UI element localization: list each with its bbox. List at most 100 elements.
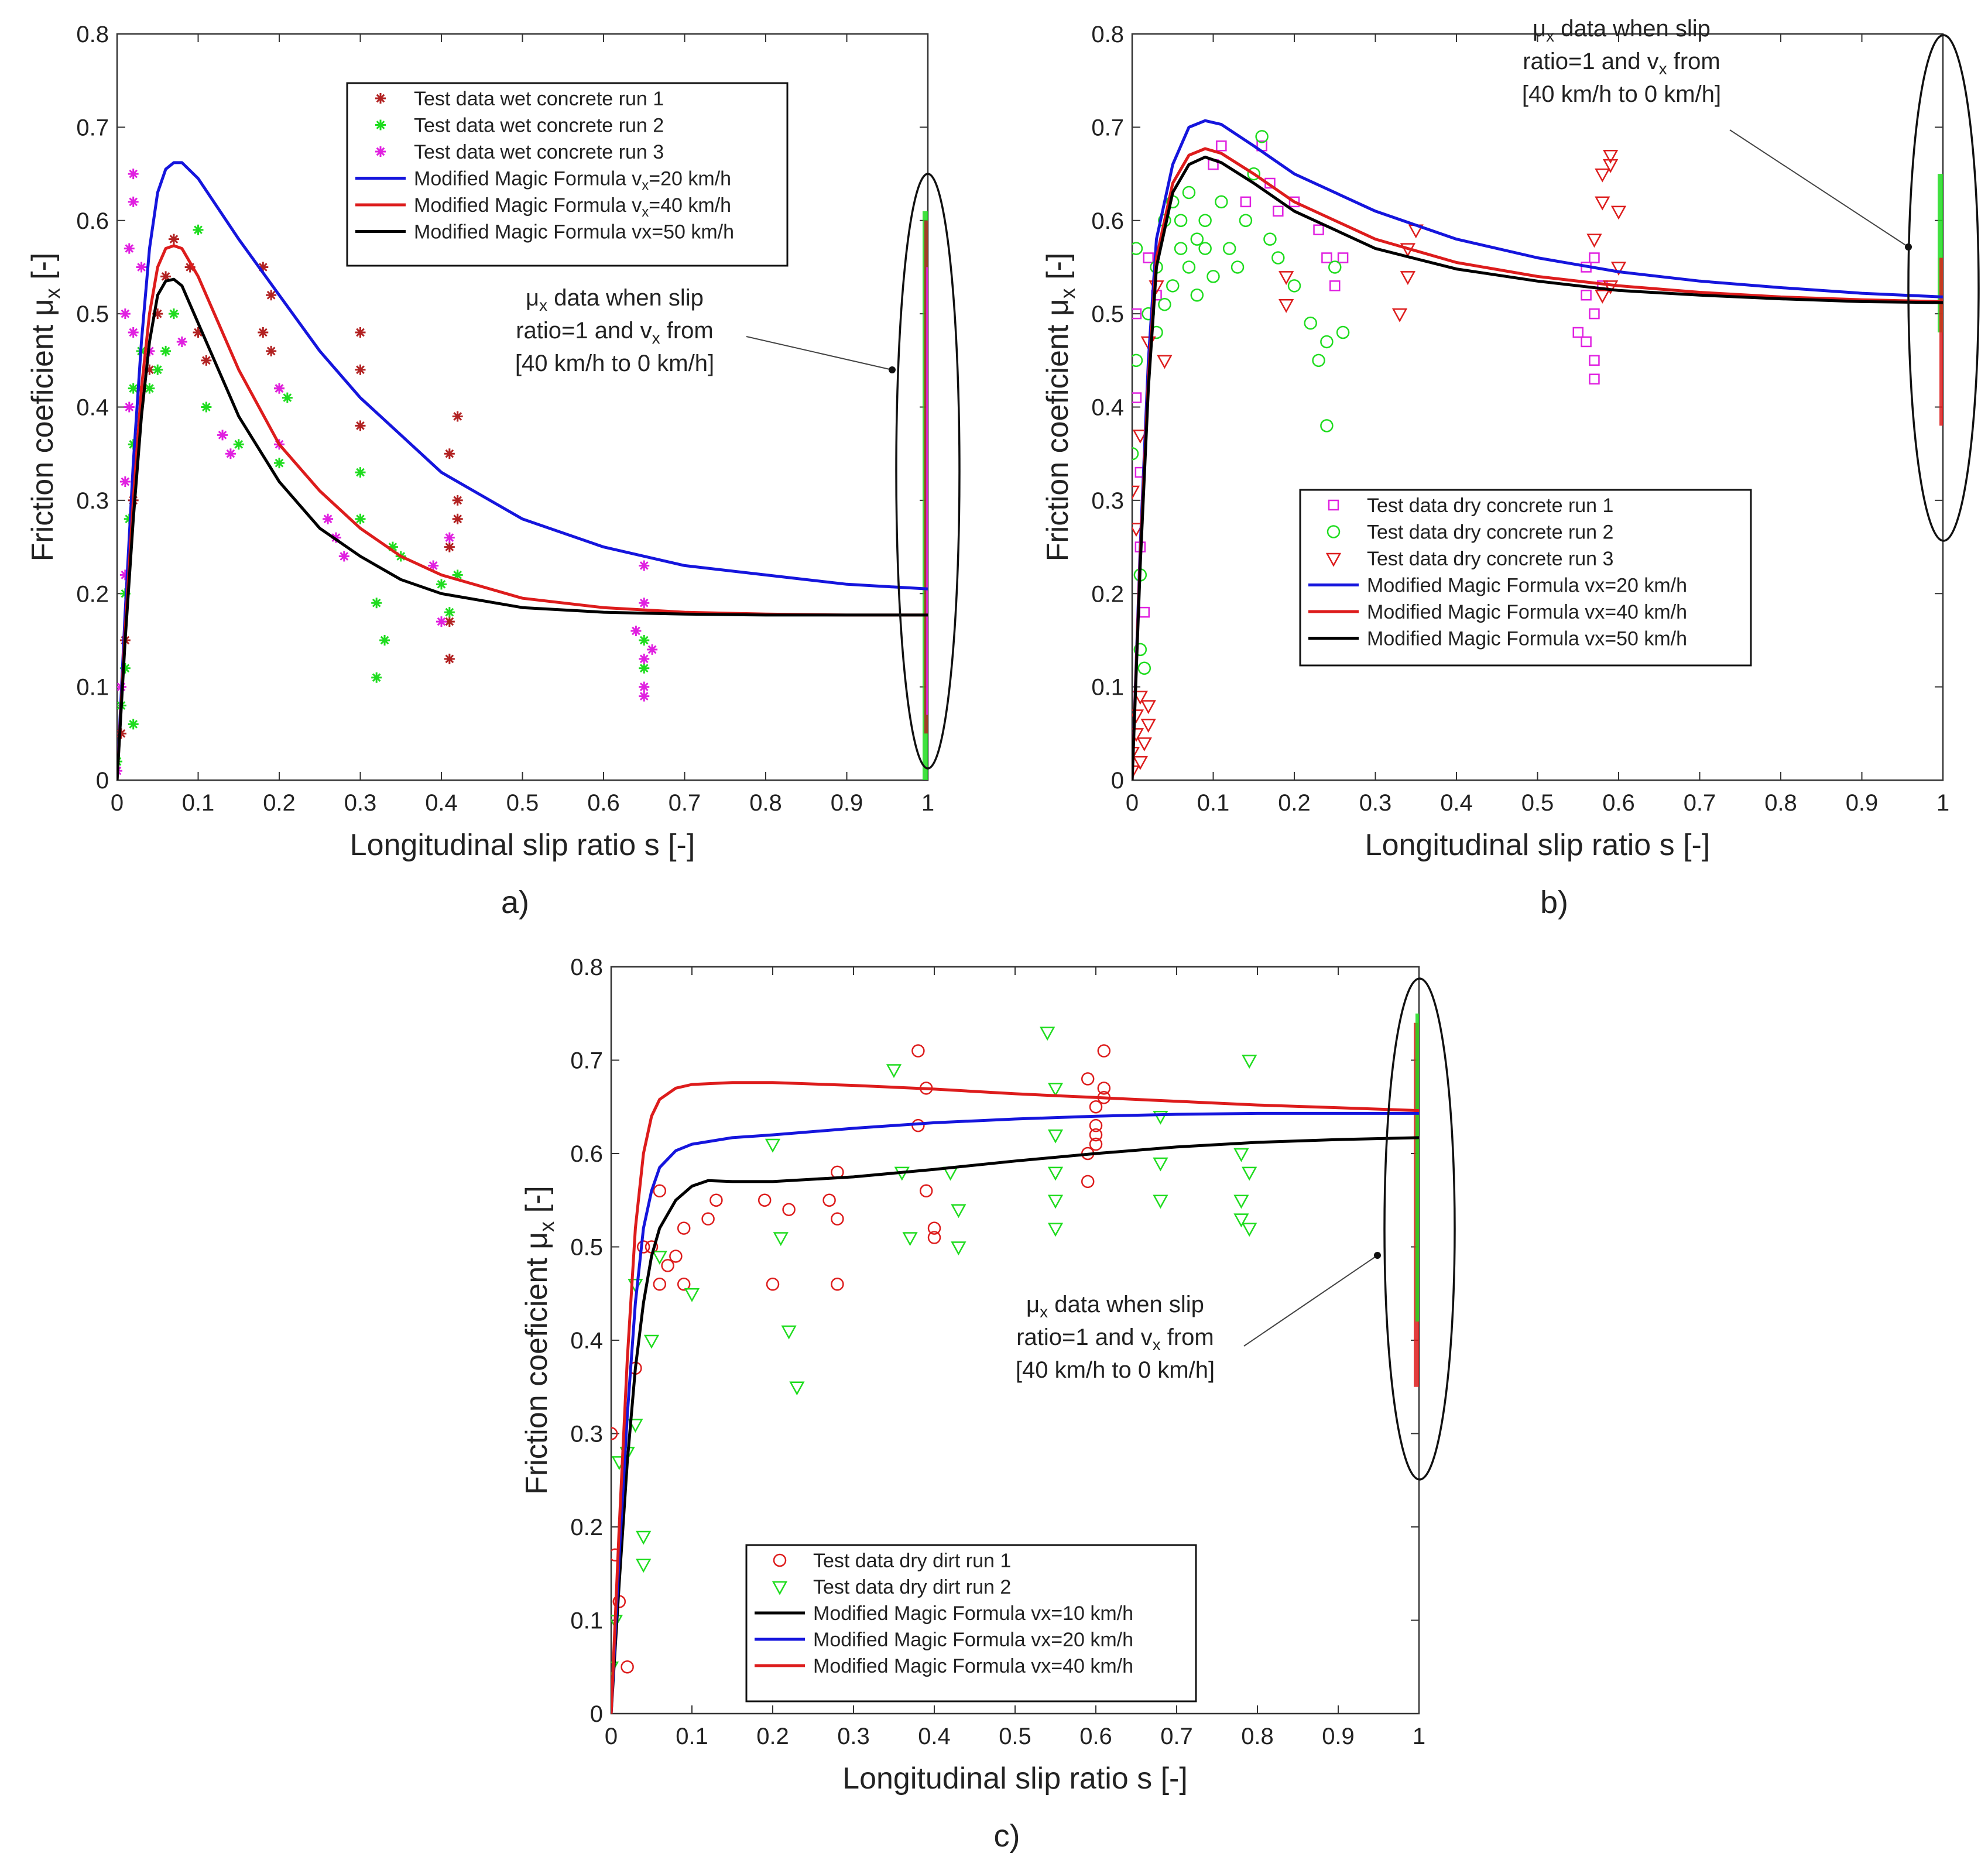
data-point: [1595, 290, 1610, 304]
data-point: [258, 262, 269, 273]
y-axis-label-main: Friction coeficient μ: [26, 298, 60, 561]
data-point: [628, 1419, 643, 1433]
data-point: [1279, 271, 1294, 285]
x-tick-label: 0: [605, 1724, 618, 1749]
data-point: [119, 569, 131, 581]
y-axis-label-suffix: [-]: [1041, 253, 1075, 289]
data-point: [1279, 298, 1294, 313]
plot-content: [611, 1013, 1419, 1714]
data-point: [128, 327, 139, 338]
legend-swatch-marker: [375, 93, 386, 104]
annotation-ellipse: [1907, 34, 1980, 542]
x-tick-label: 0.3: [837, 1724, 870, 1749]
data-point: [355, 364, 366, 375]
legend-entry-text: Test data dry concrete run 2: [1367, 521, 1613, 544]
annotation-pointer: [1243, 1255, 1378, 1347]
legend-entry: Modified Magic Formula vx=20 km/h: [1367, 575, 1687, 597]
data-point: [639, 681, 650, 692]
legend-entry: Test data dry dirt run 2: [813, 1576, 1011, 1598]
data-point: [444, 448, 455, 459]
y-tick-label: 0.8: [570, 955, 603, 980]
data-point: [1263, 232, 1277, 246]
y-axis-label-subscript: x: [1055, 288, 1079, 298]
legend-entry: Modified Magic Formula vx=50 km/h: [414, 221, 734, 243]
x-tick-label: 0.3: [1359, 790, 1392, 816]
legend-entry-text: Test data wet concrete run 2: [414, 115, 664, 137]
data-point: [1190, 289, 1204, 302]
data-point: [452, 495, 463, 506]
data-point: [1132, 242, 1143, 255]
y-tick-label: 0.2: [76, 581, 109, 607]
data-point: [677, 1278, 691, 1291]
y-tick-label: 0.1: [1091, 675, 1124, 701]
data-point: [709, 1193, 723, 1207]
legend-box: [346, 82, 789, 267]
data-point: [1182, 186, 1196, 200]
data-point: [1097, 1082, 1111, 1095]
data-point: [1132, 746, 1140, 761]
data-point: [758, 1193, 772, 1207]
legend-entry-text: Test data dry dirt run 2: [813, 1576, 1011, 1598]
x-axis-label: Longitudinal slip ratio s [-]: [350, 828, 695, 862]
data-point: [639, 653, 650, 664]
annotation-pointer: [1729, 129, 1909, 248]
data-point: [1595, 168, 1610, 183]
y-tick-label: 0.3: [76, 488, 109, 514]
y-tick-label: 0.7: [570, 1048, 603, 1074]
data-point: [1132, 756, 1148, 770]
legend: Test data wet concrete run 1 Test data we…: [346, 82, 789, 267]
y-tick-label: 0.5: [570, 1235, 603, 1261]
legend-swatch-marker: [1328, 499, 1339, 511]
data-point: [1132, 353, 1143, 368]
data-point: [452, 569, 463, 581]
legend-entry-text: Modified Magic Formula v: [414, 168, 642, 190]
data-point: [831, 1212, 844, 1226]
series-line: [117, 277, 928, 780]
data-point: [1336, 325, 1350, 339]
x-tick-label: 0.5: [999, 1724, 1031, 1749]
data-point: [1198, 242, 1212, 255]
legend-swatch-marker: [1325, 552, 1342, 567]
data-point: [927, 1231, 941, 1244]
legend-swatch-marker: [772, 1581, 788, 1595]
data-point: [428, 560, 439, 571]
y-tick-label: 0.3: [570, 1422, 603, 1447]
data-point: [436, 579, 447, 590]
data-point: [225, 448, 236, 459]
data-point: [669, 1250, 683, 1263]
y-tick-label: 0.2: [570, 1515, 603, 1540]
annotation-text: ratio=1 and v: [1016, 1324, 1152, 1350]
y-tick-label: 0.5: [76, 301, 109, 327]
data-point: [274, 383, 285, 394]
x-tick-label: 0: [1126, 790, 1139, 816]
data-point: [1153, 1194, 1168, 1209]
data-point: [773, 1232, 789, 1247]
data-point: [119, 476, 131, 487]
x-tick-label: 0.5: [1521, 790, 1554, 816]
legend-entry: Modified Magic Formula vx=40 km/h: [1367, 601, 1687, 623]
series-line: [117, 244, 928, 780]
annotation-line-1: μx data when slip: [526, 285, 704, 314]
series-line: [611, 1111, 1419, 1714]
panels: 0 0.1 0.2 0.3 0.4 0.5 0.6 0.7 0.8 0.9 1 0 0.1 0.2 0.3 0…: [26, 16, 1980, 1853]
annotation-text: data when slip: [1048, 1292, 1204, 1317]
legend-entry: Test data dry dirt run 1: [813, 1550, 1011, 1572]
panel-label: c): [994, 1818, 1020, 1853]
data-point: [1589, 308, 1600, 320]
y-tick-label: 0.8: [76, 22, 109, 47]
annotation-text: ratio=1 and v: [516, 318, 652, 344]
data-point: [902, 1232, 918, 1247]
data-point: [1133, 643, 1147, 657]
data-point: [444, 532, 455, 543]
data-point: [144, 383, 155, 394]
y-tick-label: 0.1: [570, 1608, 603, 1634]
data-point: [119, 308, 131, 320]
y-axis-label-subscript: x: [534, 1221, 558, 1232]
x-tick-label: 0.8: [1241, 1724, 1274, 1749]
data-point: [282, 392, 293, 403]
data-point: [653, 1184, 667, 1198]
annotation-ellipse: [895, 173, 961, 770]
annotation-ellipse: [1383, 977, 1456, 1481]
data-point: [1174, 242, 1188, 255]
